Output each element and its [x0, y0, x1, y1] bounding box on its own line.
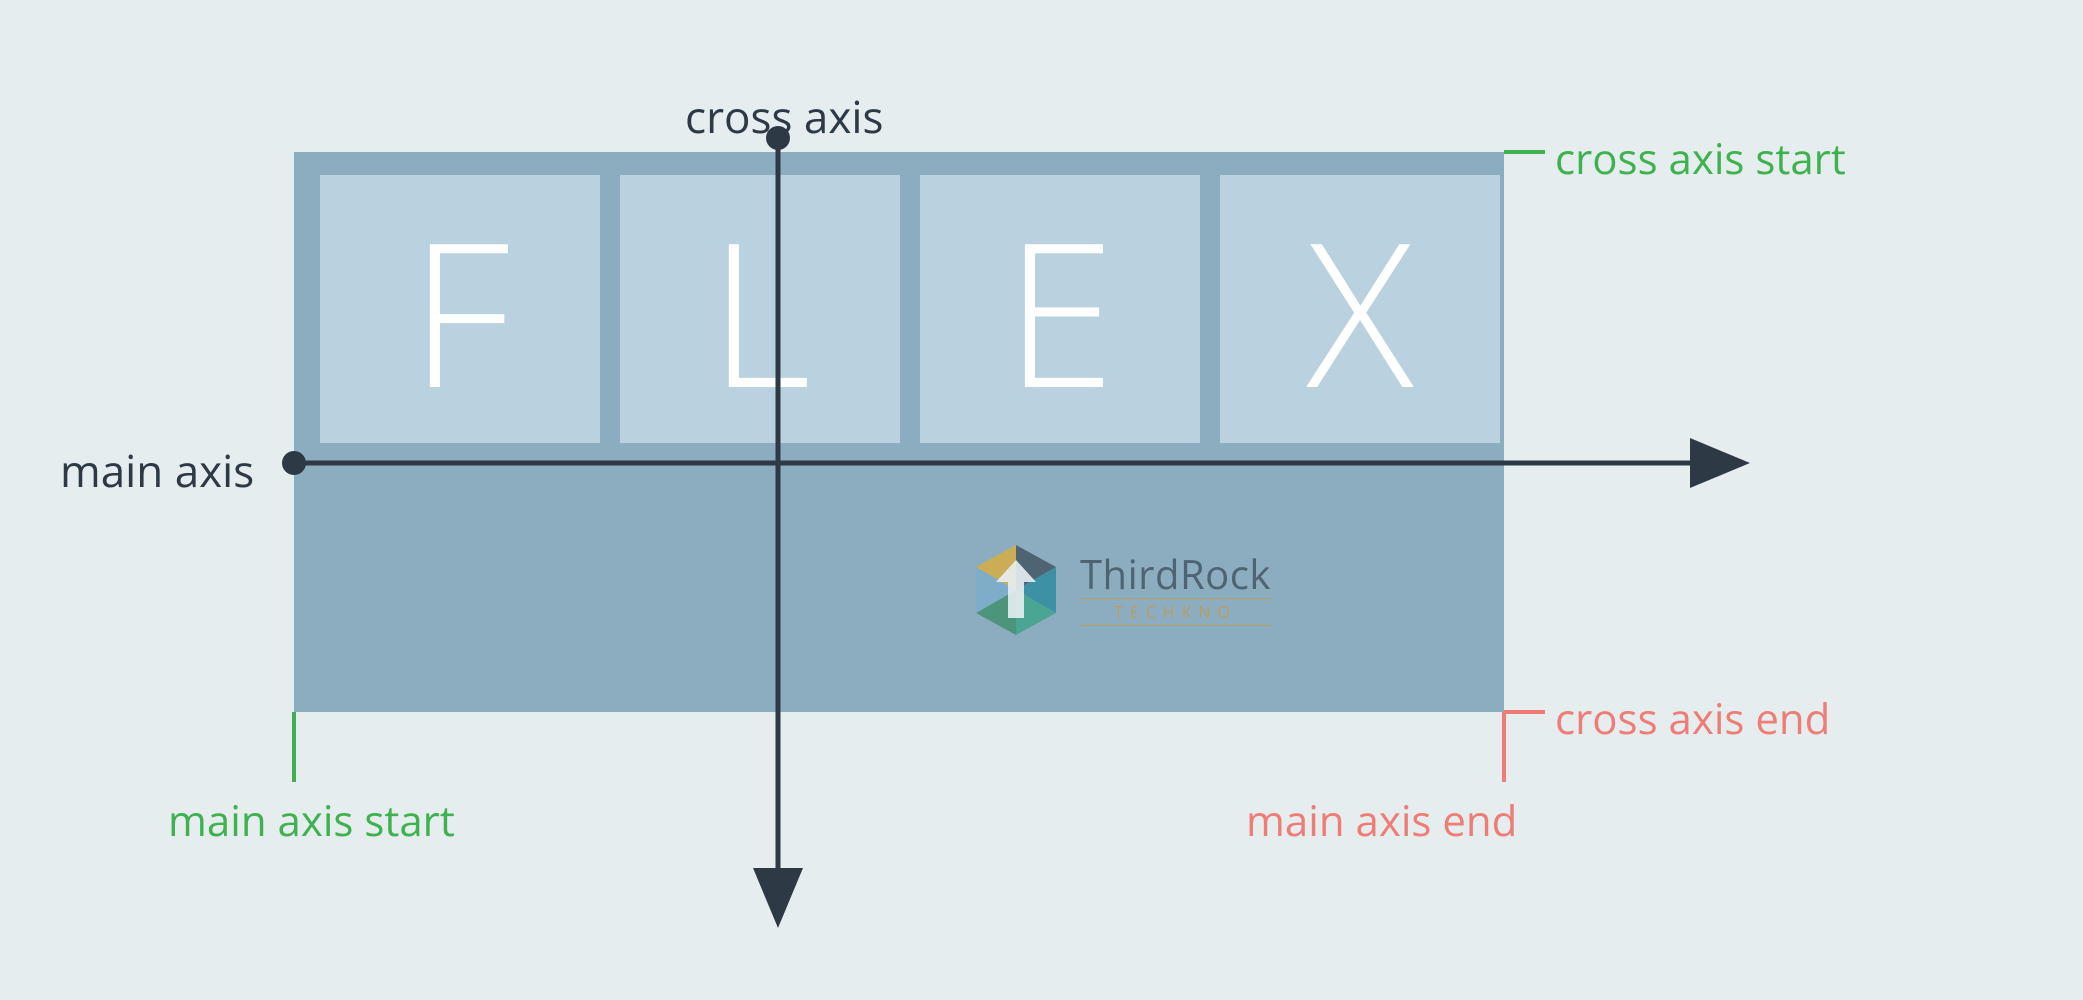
watermark-logo: ThirdRock TECHKNO [966, 540, 1271, 640]
watermark-text: ThirdRock TECHKNO [1080, 554, 1271, 626]
flex-item: L [620, 175, 900, 443]
flex-item-letter: F [410, 173, 511, 446]
cross-axis-start-label: cross axis start [1555, 130, 1846, 187]
cross-axis-label: cross axis [685, 86, 883, 146]
flex-item-row: F L E X [320, 175, 1500, 443]
flex-item: X [1220, 175, 1500, 443]
main-axis-start-label: main axis start [168, 792, 455, 849]
main-axis-end-label: main axis end [1246, 792, 1517, 849]
flex-item-letter: L [709, 173, 812, 446]
watermark-title: ThirdRock [1080, 554, 1271, 594]
diagram-stage: F L E X ThirdRock TECHKNO [0, 0, 2083, 1000]
flex-item-letter: E [1005, 173, 1115, 446]
watermark-subtitle: TECHKNO [1080, 598, 1271, 626]
flex-item-letter: X [1306, 173, 1414, 446]
cross-axis-end-label: cross axis end [1555, 690, 1830, 747]
flex-item: E [920, 175, 1200, 443]
main-axis-label: main axis [60, 440, 254, 500]
flex-item: F [320, 175, 600, 443]
hexagon-icon [966, 540, 1066, 640]
